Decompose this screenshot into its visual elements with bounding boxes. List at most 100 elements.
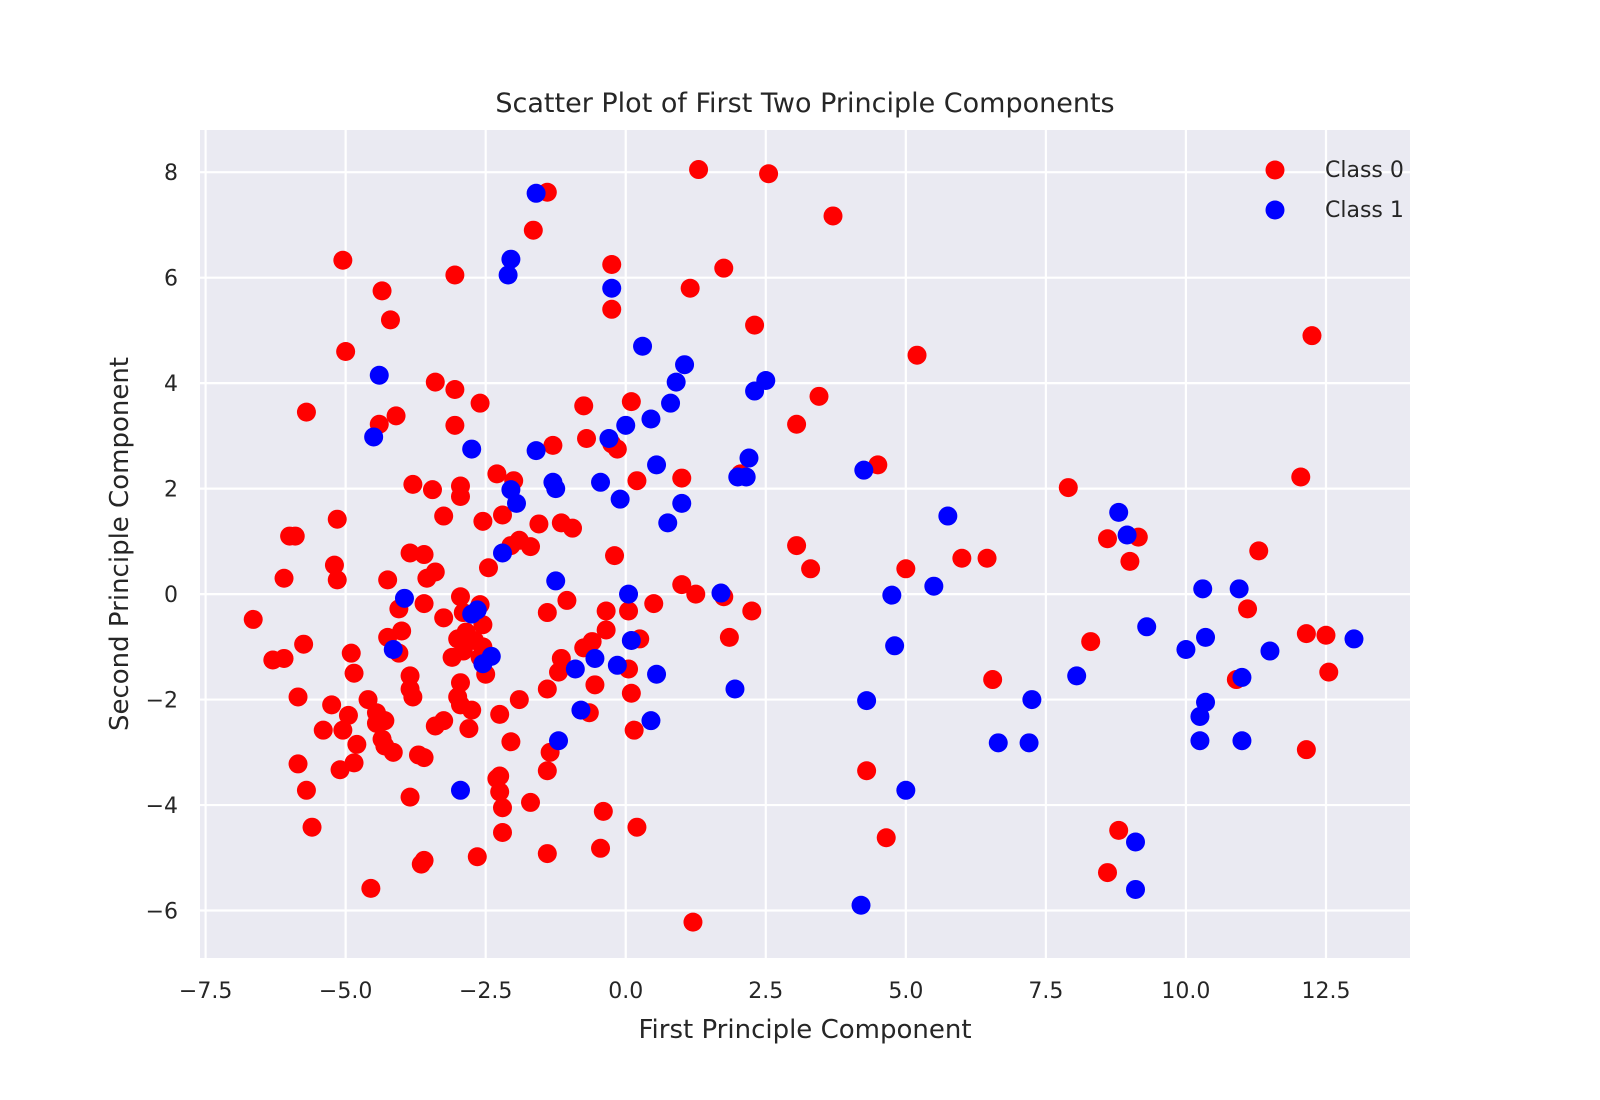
data-point-class-0	[450, 587, 470, 607]
data-point-class-1	[924, 576, 944, 596]
data-point-class-0	[501, 732, 521, 752]
data-point-class-1	[647, 455, 667, 475]
data-point-class-0	[574, 396, 594, 416]
data-point-class-0	[537, 761, 557, 781]
data-point-class-1	[1344, 629, 1364, 649]
data-point-class-1	[498, 265, 518, 285]
data-point-class-1	[383, 639, 403, 659]
data-point-class-0	[380, 310, 400, 330]
data-point-class-1	[666, 372, 686, 392]
data-point-class-1	[658, 513, 678, 533]
data-point-class-0	[742, 601, 762, 621]
x-tick-label: 12.5	[1301, 979, 1350, 1004]
data-point-class-0	[450, 673, 470, 693]
y-tick-label: −6	[146, 900, 178, 925]
y-tick-label: 2	[164, 478, 178, 503]
data-point-class-0	[823, 206, 843, 226]
data-point-class-1	[672, 493, 692, 513]
data-point-class-0	[672, 575, 692, 595]
data-point-class-1	[1190, 731, 1210, 751]
data-point-class-0	[280, 526, 300, 546]
data-point-class-0	[596, 620, 616, 640]
data-point-class-0	[605, 546, 625, 566]
data-point-class-0	[288, 754, 308, 774]
data-point-class-0	[386, 406, 406, 426]
data-point-class-0	[602, 299, 622, 319]
data-point-class-0	[445, 379, 465, 399]
data-point-class-0	[341, 643, 361, 663]
data-point-class-0	[529, 514, 549, 534]
data-point-class-0	[1109, 820, 1129, 840]
data-point-class-0	[621, 683, 641, 703]
data-point-class-0	[243, 609, 263, 629]
data-point-class-0	[1296, 624, 1316, 644]
data-point-class-0	[403, 687, 423, 707]
data-point-class-1	[675, 355, 695, 375]
x-tick-label: 5.0	[888, 979, 923, 1004]
data-point-class-0	[330, 760, 350, 780]
data-point-class-1	[607, 655, 627, 675]
x-tick-label: 10.0	[1161, 979, 1210, 1004]
data-point-class-0	[378, 570, 398, 590]
data-point-class-0	[759, 164, 779, 184]
data-point-class-0	[414, 545, 434, 565]
legend-marker-class-0	[1265, 160, 1285, 180]
data-point-class-1	[1022, 690, 1042, 710]
data-point-class-0	[1081, 632, 1101, 652]
x-tick-label: 0.0	[608, 979, 643, 1004]
legend-marker-class-1	[1265, 200, 1285, 220]
data-point-class-0	[450, 487, 470, 507]
data-point-class-1	[526, 441, 546, 461]
data-point-class-0	[521, 792, 541, 812]
data-point-class-1	[1232, 731, 1252, 751]
data-point-class-0	[324, 555, 344, 575]
data-point-class-1	[526, 183, 546, 203]
data-point-class-1	[882, 585, 902, 605]
data-point-class-0	[414, 594, 434, 614]
data-point-class-1	[501, 249, 521, 269]
data-point-class-0	[1098, 529, 1117, 549]
data-point-class-1	[641, 711, 661, 731]
data-point-class-1	[1196, 627, 1216, 647]
data-point-class-1	[369, 365, 389, 385]
x-axis-label: First Principle Component	[638, 1015, 971, 1045]
data-point-class-1	[851, 895, 871, 915]
data-point-class-1	[1117, 525, 1137, 545]
data-point-class-1	[473, 654, 493, 674]
data-point-class-0	[366, 713, 386, 733]
data-point-class-0	[952, 548, 972, 568]
data-point-class-1	[1190, 706, 1210, 726]
data-point-class-0	[347, 734, 367, 754]
data-point-class-0	[425, 562, 445, 582]
data-point-class-0	[1316, 625, 1336, 645]
data-point-class-0	[456, 622, 476, 642]
data-point-class-0	[333, 720, 353, 740]
chart-title: Scatter Plot of First Two Principle Comp…	[495, 88, 1114, 119]
data-point-class-0	[585, 675, 605, 695]
data-point-class-1	[591, 472, 611, 492]
tick-labels: −7.5 −5.0 −2.5 0.0 2.5 5.0 7.5 10.0 12.5 −6 −4 −2 0 2…	[146, 161, 1351, 1004]
data-points	[243, 160, 1364, 932]
data-point-class-1	[736, 467, 756, 487]
data-point-class-0	[787, 414, 807, 434]
data-point-class-0	[372, 281, 392, 301]
data-point-class-0	[400, 787, 420, 807]
data-point-class-0	[1120, 551, 1140, 571]
data-point-class-1	[549, 731, 569, 751]
data-point-class-0	[1098, 863, 1117, 883]
data-point-class-1	[565, 659, 585, 679]
data-point-class-0	[414, 748, 434, 768]
data-point-class-0	[1302, 326, 1322, 346]
data-point-class-1	[641, 409, 661, 429]
data-point-class-0	[627, 817, 647, 837]
data-point-class-0	[411, 854, 431, 874]
data-point-class-0	[624, 720, 644, 740]
data-point-class-0	[689, 160, 709, 180]
data-point-class-1	[462, 439, 482, 459]
data-point-class-0	[313, 720, 333, 740]
x-tick-label: −5.0	[319, 979, 372, 1004]
data-point-class-0	[296, 780, 316, 800]
data-point-class-0	[801, 559, 821, 579]
